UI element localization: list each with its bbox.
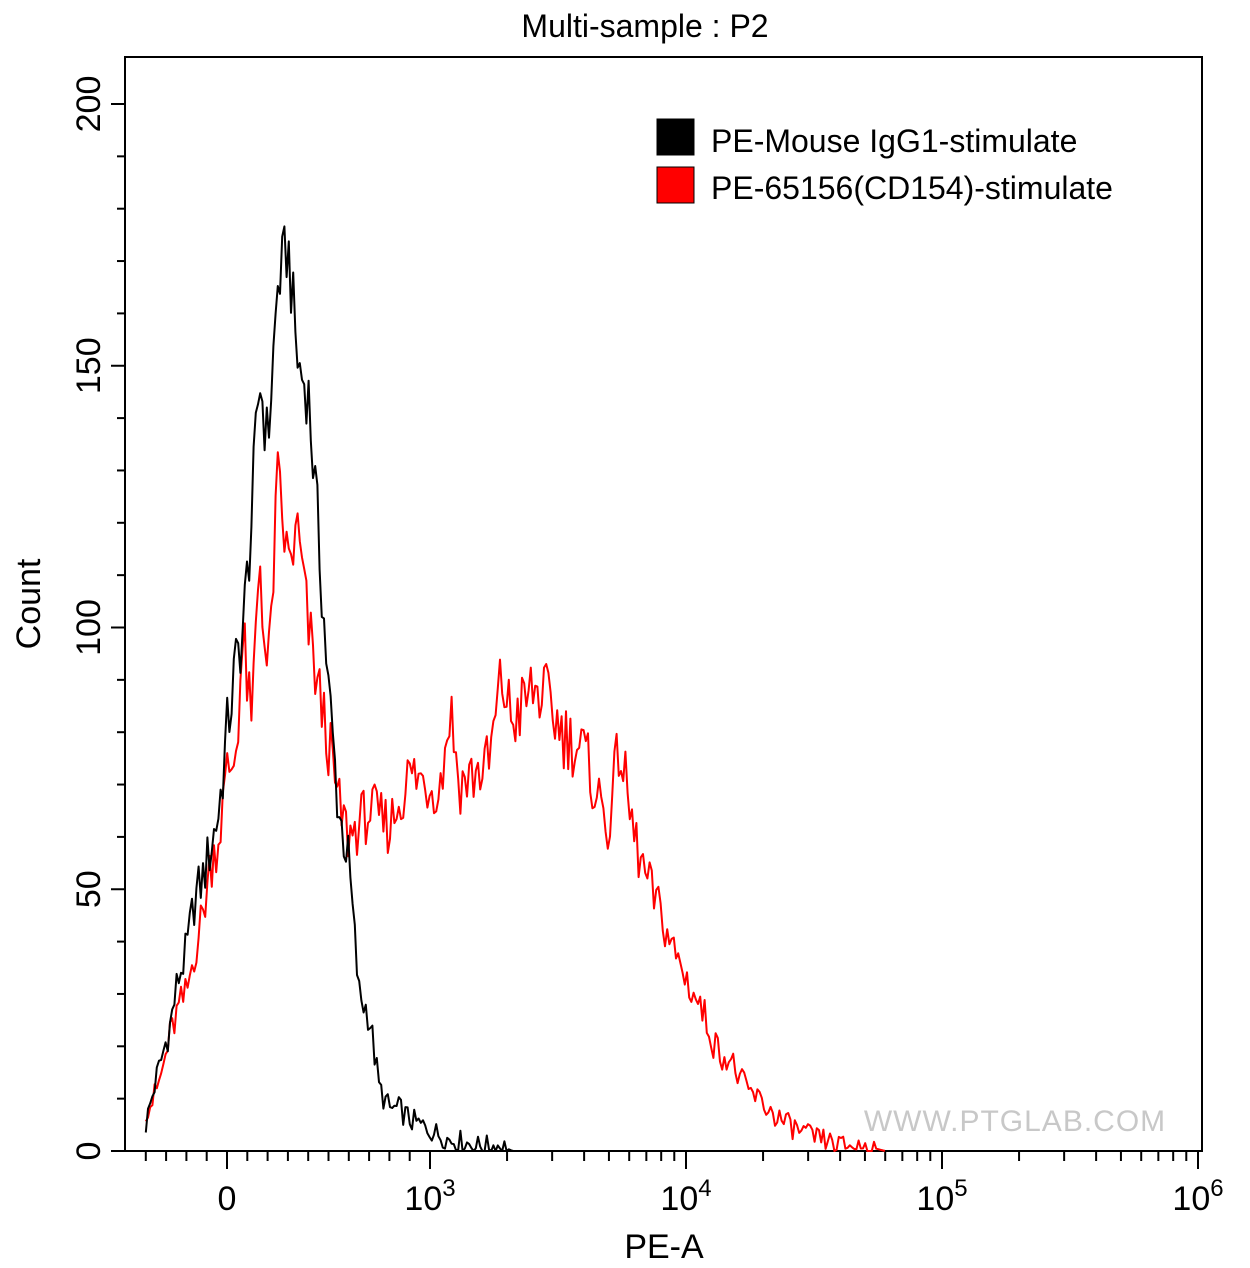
legend: PE-Mouse IgG1-stimulate PE-65156(CD154)-… xyxy=(656,118,1113,206)
y-axis: 0 50 100 150 200 xyxy=(70,76,125,1161)
series-line-cd154 xyxy=(144,451,886,1152)
x-tick-label: 0 xyxy=(218,1180,237,1218)
y-tick-label: 150 xyxy=(70,337,108,394)
x-tick-label: 106 xyxy=(1172,1175,1223,1218)
watermark-text: WWW.PTGLAB.COM xyxy=(864,1105,1166,1138)
x-tick-label: 105 xyxy=(916,1175,967,1218)
series-line-igg1 xyxy=(144,225,551,1152)
y-tick-label: 100 xyxy=(70,599,108,656)
y-tick-label: 200 xyxy=(70,76,108,133)
y-tick-label: 0 xyxy=(70,1142,108,1161)
chart-title: Multi-sample : P2 xyxy=(521,8,768,44)
legend-label-cd154: PE-65156(CD154)-stimulate xyxy=(711,170,1113,206)
x-tick-label: 104 xyxy=(660,1175,711,1218)
x-tick-label: 103 xyxy=(404,1175,455,1218)
legend-label-igg1: PE-Mouse IgG1-stimulate xyxy=(711,123,1077,159)
legend-swatch-igg1 xyxy=(656,118,695,156)
y-axis-label: Count xyxy=(10,558,48,649)
y-tick-label: 50 xyxy=(70,870,108,908)
x-axis-label: PE-A xyxy=(624,1228,704,1266)
legend-swatch-cd154 xyxy=(656,166,695,204)
x-axis: 0 103 104 105 106 xyxy=(144,1151,1224,1218)
plot-frame xyxy=(124,56,1203,1152)
series-layer xyxy=(144,225,886,1152)
